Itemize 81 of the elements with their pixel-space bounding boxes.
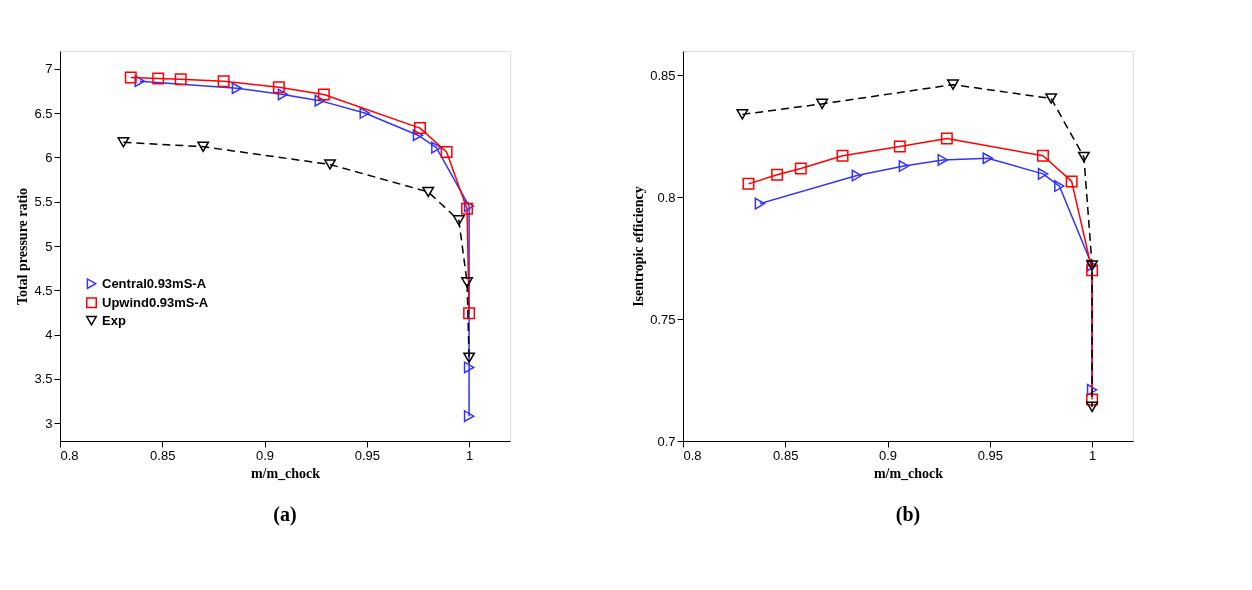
point [422, 186, 435, 198]
legend-label: Exp [102, 312, 126, 328]
point [937, 153, 949, 166]
x-tick-label: 0.9 [256, 447, 275, 463]
x-tick-label: 0.8 [60, 447, 79, 463]
x-axis-title: m/m_chock [250, 465, 321, 481]
point [317, 88, 330, 101]
point [412, 129, 424, 142]
point [940, 132, 953, 145]
y-tick-label: 0.85 [650, 67, 676, 83]
y-tick-label: 4 [45, 327, 53, 343]
point [816, 98, 829, 110]
point [794, 162, 807, 175]
point [1054, 180, 1065, 193]
x-tick-label: 0.8 [683, 447, 702, 463]
point [117, 137, 130, 148]
point [324, 159, 336, 170]
point [851, 169, 863, 182]
y-tick-label: 5.5 [34, 194, 53, 210]
y-axis-title: Total pressure ratio [15, 187, 31, 306]
point [1086, 264, 1099, 277]
point [463, 410, 475, 423]
point [1045, 93, 1058, 104]
point [1086, 393, 1099, 406]
x-axis-title: m/m_chock [873, 465, 944, 481]
y-axis-title: Isentropic efficiency [631, 186, 647, 307]
point [231, 82, 243, 95]
y-tick-label: 6 [45, 149, 53, 165]
point [742, 177, 755, 190]
point [217, 75, 230, 88]
y-tick-label: 3.5 [34, 371, 53, 387]
legend-label: Upwind0.93mS-A [102, 294, 209, 310]
point [272, 81, 285, 94]
point [431, 141, 442, 154]
point [463, 361, 475, 374]
x-tick-label: 0.95 [977, 447, 1003, 463]
y-tick-label: 7 [45, 61, 53, 77]
y-tick-label: 4.5 [34, 282, 53, 298]
point [124, 71, 137, 84]
x-tick-label: 0.85 [773, 447, 799, 463]
y-tick-label: 0.75 [650, 311, 676, 327]
point [1077, 151, 1090, 163]
point [197, 141, 210, 153]
point [754, 197, 766, 210]
x-tick-label: 0.85 [150, 447, 176, 463]
y-tick-label: 6.5 [34, 105, 53, 121]
point [359, 107, 371, 120]
point [1065, 175, 1078, 188]
point [461, 277, 474, 288]
point [1086, 401, 1099, 413]
x-tick-label: 0.9 [879, 447, 898, 463]
point [947, 79, 959, 90]
text: (a) [273, 503, 297, 526]
point [982, 152, 994, 165]
point [1086, 383, 1098, 396]
point [898, 160, 910, 173]
point [1037, 167, 1049, 180]
y-tick-label: 0.7 [657, 433, 676, 449]
point [134, 75, 146, 88]
point [440, 146, 453, 159]
y-tick-label: 5 [45, 238, 53, 254]
point [414, 122, 426, 135]
point [174, 73, 187, 86]
point [463, 352, 476, 363]
y-tick-label: 0.8 [657, 189, 676, 205]
text: (b) [895, 503, 921, 526]
point [452, 215, 465, 226]
legend-label: Central0.93mS-A [102, 275, 207, 291]
point [771, 168, 784, 181]
point [893, 140, 906, 153]
point [463, 307, 476, 320]
point [1037, 149, 1049, 162]
x-tick-label: 1 [465, 447, 474, 463]
point [152, 72, 165, 85]
x-tick-label: 0.95 [354, 447, 380, 463]
x-tick-label: 1 [1088, 447, 1097, 463]
point [314, 94, 326, 107]
point [736, 109, 749, 120]
point [836, 149, 849, 162]
point [277, 88, 289, 101]
y-tick-label: 3 [45, 415, 53, 431]
